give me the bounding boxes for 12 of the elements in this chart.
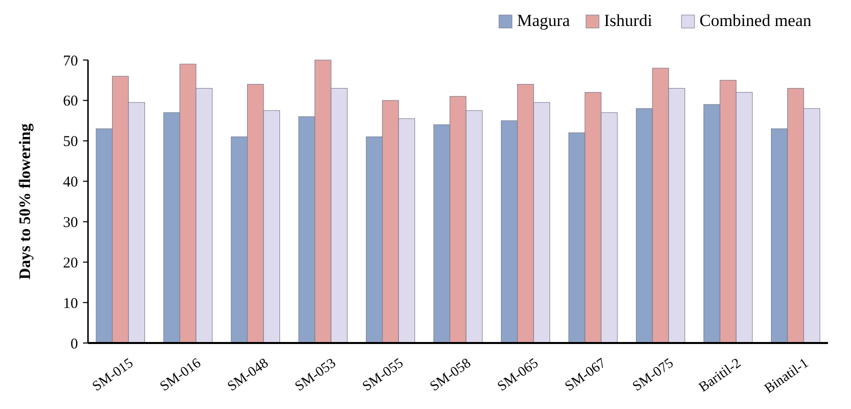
y-tick-label: 50: [63, 134, 78, 150]
legend-label: Combined mean: [700, 11, 812, 30]
legend-label: Ishurdi: [604, 11, 652, 30]
y-tick-label: 70: [63, 53, 78, 70]
y-axis-title: Days to 50% flowering: [17, 124, 34, 280]
y-tick-label: 20: [63, 255, 78, 272]
y-tick-label: 0: [70, 336, 78, 352]
legend-label: Magura: [517, 11, 570, 30]
y-tick-label: 60: [63, 94, 78, 110]
y-tick-label: 30: [63, 214, 78, 231]
y-tick-label: 40: [63, 174, 78, 191]
y-tick-label: 10: [63, 296, 78, 312]
